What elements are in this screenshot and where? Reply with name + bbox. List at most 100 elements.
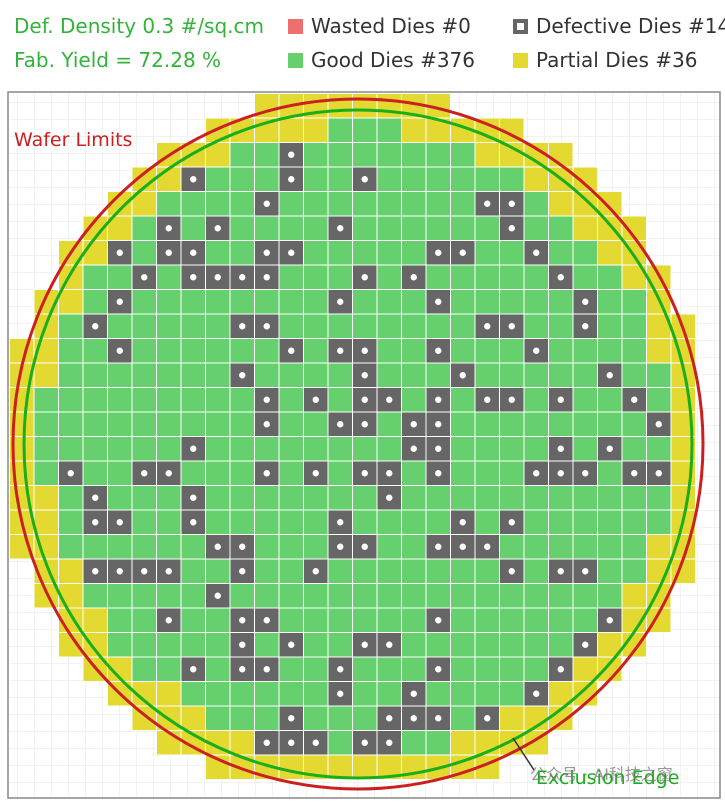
defect-marker-icon (92, 519, 99, 526)
good-die (621, 411, 647, 437)
good-die (401, 166, 427, 192)
good-die (523, 558, 549, 584)
partial-die (327, 754, 353, 780)
good-die (254, 215, 280, 241)
defective-die (303, 387, 329, 413)
defect-marker-icon (312, 396, 319, 403)
good-die (523, 656, 549, 682)
good-die (450, 313, 476, 339)
partial-die (548, 191, 574, 217)
good-die (107, 583, 133, 609)
good-die (180, 632, 206, 658)
good-die (376, 362, 402, 388)
good-die (254, 362, 280, 388)
defect-marker-icon (116, 568, 123, 575)
good-swatch-icon (288, 52, 303, 68)
good-die (401, 632, 427, 658)
good-die (572, 607, 598, 633)
defect-marker-icon (410, 421, 417, 428)
good-die (205, 362, 231, 388)
good-die (327, 313, 353, 339)
good-die (303, 362, 329, 388)
good-die (621, 338, 647, 364)
defect-marker-icon (214, 543, 221, 550)
partial-die (474, 142, 500, 168)
die-grid (9, 93, 696, 780)
good-die (107, 534, 133, 560)
partial-die (352, 93, 378, 119)
good-die (131, 656, 157, 682)
good-die (205, 485, 231, 511)
good-die (303, 583, 329, 609)
good-die (621, 558, 647, 584)
good-die (303, 240, 329, 266)
good-die (401, 534, 427, 560)
partial-die (9, 338, 35, 364)
wafer-limit-circle (11, 97, 705, 791)
good-die (229, 387, 255, 413)
good-die (229, 485, 255, 511)
good-die (278, 509, 304, 535)
defect-marker-icon (288, 347, 295, 354)
good-die (425, 191, 451, 217)
good-die (180, 534, 206, 560)
good-die (523, 632, 549, 658)
good-die (621, 313, 647, 339)
good-die (180, 313, 206, 339)
defect-marker-icon (410, 445, 417, 452)
good-die (180, 583, 206, 609)
defect-marker-icon (337, 543, 344, 550)
defect-marker-icon (435, 421, 442, 428)
defect-marker-icon (557, 666, 564, 673)
good-die (499, 632, 525, 658)
good-die (572, 436, 598, 462)
good-die (278, 264, 304, 290)
legend-partial: Partial Dies #36 (513, 48, 697, 72)
defect-marker-icon (582, 298, 589, 305)
good-die (229, 191, 255, 217)
good-die (254, 583, 280, 609)
good-die (180, 411, 206, 437)
good-die (327, 485, 353, 511)
defect-marker-icon (557, 470, 564, 477)
good-die (352, 240, 378, 266)
good-die (278, 362, 304, 388)
good-die (278, 215, 304, 241)
good-die (107, 436, 133, 462)
defect-marker-icon (606, 372, 613, 379)
defect-marker-icon (263, 470, 270, 477)
defect-marker-icon (288, 739, 295, 746)
good-die (107, 387, 133, 413)
partial-die (254, 93, 280, 119)
good-die (597, 485, 623, 511)
good-die (646, 436, 672, 462)
good-die (425, 215, 451, 241)
good-die (156, 656, 182, 682)
good-die (327, 583, 353, 609)
defect-marker-icon (312, 470, 319, 477)
good-die (352, 215, 378, 241)
good-die (450, 191, 476, 217)
good-die (180, 558, 206, 584)
good-die (278, 460, 304, 486)
good-die (401, 142, 427, 168)
defect-marker-icon (655, 421, 662, 428)
defect-marker-icon (386, 396, 393, 403)
good-die (107, 485, 133, 511)
good-die (425, 264, 451, 290)
partial-die (156, 166, 182, 192)
good-die (474, 436, 500, 462)
good-die (376, 264, 402, 290)
good-die (303, 264, 329, 290)
defect-marker-icon (239, 641, 246, 648)
partial-die (499, 705, 525, 731)
good-die (303, 313, 329, 339)
defect-marker-icon (361, 543, 368, 550)
good-die (58, 534, 84, 560)
defect-marker-icon (361, 274, 368, 281)
good-die (401, 289, 427, 315)
good-die (572, 583, 598, 609)
defect-density-label: Def. Density 0.3 #/sq.cm (14, 14, 265, 38)
exclusion-edge-circle (22, 108, 694, 780)
good-die (523, 313, 549, 339)
